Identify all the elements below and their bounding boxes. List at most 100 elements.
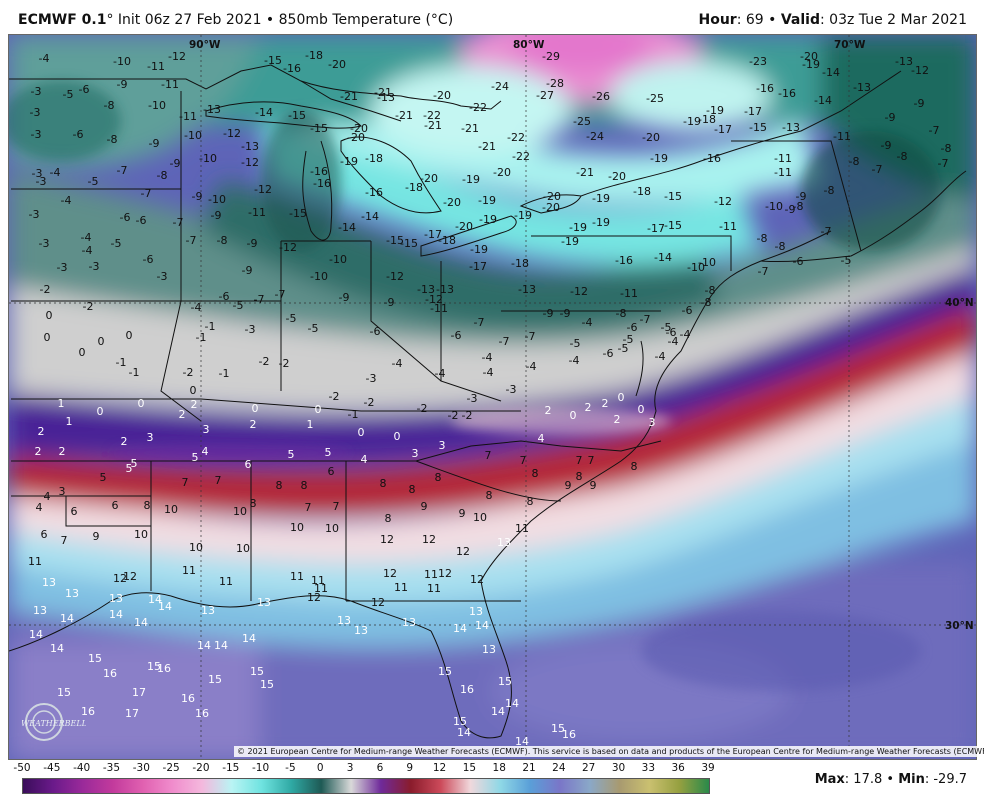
legend-tick-label: 18 [492,762,506,774]
temperature-label: 1 [307,418,314,431]
temperature-label: 7 [61,534,68,547]
temperature-label: -13 [436,283,454,296]
temperature-label: 9 [590,479,597,492]
temperature-label: -3 [467,392,478,405]
temperature-label: -11 [430,302,448,315]
temperature-label: 13 [33,604,47,617]
temperature-label: -19 [340,155,358,168]
temperature-label: 12 [113,572,127,585]
temperature-label: 8 [631,460,638,473]
temperature-label: 17 [125,707,139,720]
temperature-label: 10 [290,521,304,534]
temperature-label: 5 [288,448,295,461]
temperature-label: -7 [474,316,485,329]
temperature-label: -11 [620,287,638,300]
temperature-label: -21 [424,119,442,132]
temperature-label: -19 [462,173,480,186]
legend-tick-label: 36 [671,762,685,774]
temperature-label: -6 [451,329,462,342]
temperature-label: -9 [796,190,807,203]
temperature-label: -6 [370,325,381,338]
temperature-label: -20 [347,131,365,144]
temperature-label: -10 [113,55,131,68]
temperature-label: -8 [849,155,860,168]
temperature-label: -9 [543,307,554,320]
temperature-label: -14 [822,66,840,79]
temperature-label: -8 [775,240,786,253]
temperature-label: 4 [361,453,368,466]
temperature-label: 14 [453,622,467,635]
temperature-label: -15 [288,109,306,122]
temperature-label: 2 [545,404,552,417]
max-label: Max [814,772,845,787]
temperature-value-labels: -4 -10 -11-12 -15 -18-16 -20-29 -23 -20-19 -13-1… [28,49,951,748]
temperature-label: -20 [455,220,473,233]
temperature-label: 1 [66,415,73,428]
temperature-label: 2 [59,445,66,458]
temperature-label: -9 [885,111,896,124]
temperature-label: -20 [542,201,560,214]
temperature-label: 16 [103,667,117,680]
temperature-label: -6 [136,214,147,227]
temperature-label: -5 [661,321,672,334]
weatherbell-logo: WEATHERBELL [21,700,87,746]
temperature-label: 7 [305,501,312,514]
temperature-label: -3 [57,261,68,274]
temperature-label: 5 [100,471,107,484]
temperature-label: -20 [420,172,438,185]
temperature-label: -3 [36,175,47,188]
temperature-label: -13 [853,81,871,94]
temperature-label: 8 [435,471,442,484]
temperature-label: -3 [29,208,40,221]
lat-label-30n: 30°N [945,620,974,632]
map-title: ECMWF 0.1° Init 06z 27 Feb 2021 • 850mb … [18,12,453,28]
temperature-label: 8 [250,497,257,510]
temperature-label: -9 [785,203,796,216]
temperature-label: -11 [179,110,197,123]
temperature-label: 14 [134,616,148,629]
temperature-label: -7 [173,216,184,229]
temperature-label: -21 [395,109,413,122]
temperature-label: -3 [366,372,377,385]
temperature-label: 11 [219,575,233,588]
min-label: Min [898,772,925,787]
temperature-label: -8 [705,284,716,297]
temperature-label: -3 [30,106,41,119]
temperature-label: -6 [79,83,90,96]
temperature-label: -21 [478,140,496,153]
temperature-label: 12 [470,573,484,586]
temperature-label: 13 [354,624,368,637]
temperature-label: -7 [141,187,152,200]
temperature-label: -9 [211,209,222,222]
temperature-label: 14 [214,639,228,652]
temperature-label: 15 [57,686,71,699]
temperature-label: -3 [32,167,43,180]
legend-tick-label: 12 [432,762,447,774]
temperature-label: 15 [498,675,512,688]
temperature-label: -9 [149,137,160,150]
temperature-label: -18 [511,257,529,270]
temperature-label: -14 [654,251,672,264]
temperature-label: 14 [50,642,64,655]
temperature-label: 14 [242,632,256,645]
temperature-label: -7 [640,313,651,326]
temperature-label: 0 [638,403,645,416]
model-name: ECMWF 0.1 [18,12,107,28]
init-info: ° Init 06z 27 Feb 2021 • 850mb Temperatu… [106,12,454,28]
temperature-label: -16 [313,177,331,190]
temperature-label: -4 [191,301,202,314]
temperature-label: 8 [144,499,151,512]
temperature-label: 8 [527,495,534,508]
legend-tick-label: -50 [13,762,31,774]
temperature-label: 13 [201,604,215,617]
temperature-map[interactable]: 90°W 80°W 70°W 40°N 30°N -4 -10 -11 -12 -15-… [8,34,977,760]
temperature-label: -4 [61,194,72,207]
temperature-label: -12 [241,156,259,169]
temperature-label: -6 [603,347,614,360]
temperature-label: -6 [682,304,693,317]
temperature-label: 2 [38,425,45,438]
map-canvas: 90°W 80°W 70°W 40°N 30°N -4 -10 -11-12 -15-… [9,35,976,759]
temperature-label: 12 [371,596,385,609]
temperature-label: -23 [749,55,767,68]
temperature-label: -15 [664,219,682,232]
